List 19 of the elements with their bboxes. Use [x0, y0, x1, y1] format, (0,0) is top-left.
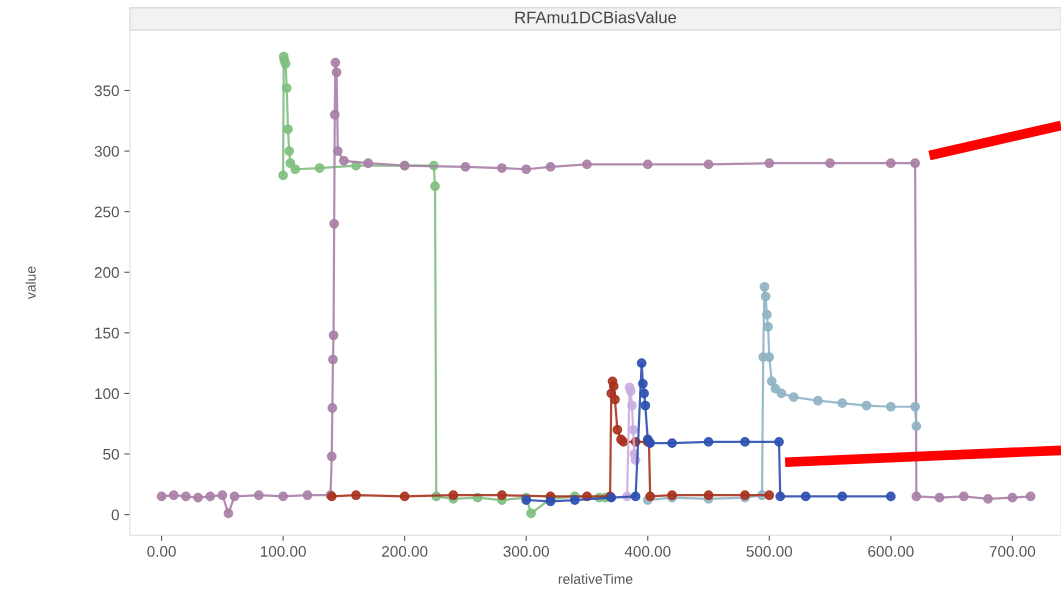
- y-tick-label: 150: [95, 327, 119, 339]
- y-tick-label: 200: [94, 267, 119, 278]
- y-tick-label: 50: [103, 448, 119, 460]
- y-axis-title: value: [25, 266, 36, 300]
- y-tick-label: 100: [95, 388, 119, 400]
- y-tick-label: 300: [94, 145, 119, 157]
- x-axis-title: relativeTime: [558, 573, 633, 584]
- y-tick-label: 350: [94, 85, 119, 97]
- y-tick-label: 0: [111, 509, 119, 521]
- x-tick-label: 700.00: [989, 546, 1036, 557]
- chart-title: RFAmu1DCBiasValue: [515, 11, 677, 24]
- x-tick-label: 400.00: [624, 546, 671, 557]
- y-tick-label: 250: [94, 206, 119, 218]
- x-tick-label: 200.00: [382, 546, 428, 557]
- x-tick-label: 600.00: [868, 546, 914, 557]
- x-tick-label: 500.00: [746, 546, 793, 557]
- x-tick-label: 0.00: [147, 546, 176, 557]
- x-tick-label: 300.00: [503, 546, 549, 557]
- x-tick-label: 100.00: [260, 546, 306, 557]
